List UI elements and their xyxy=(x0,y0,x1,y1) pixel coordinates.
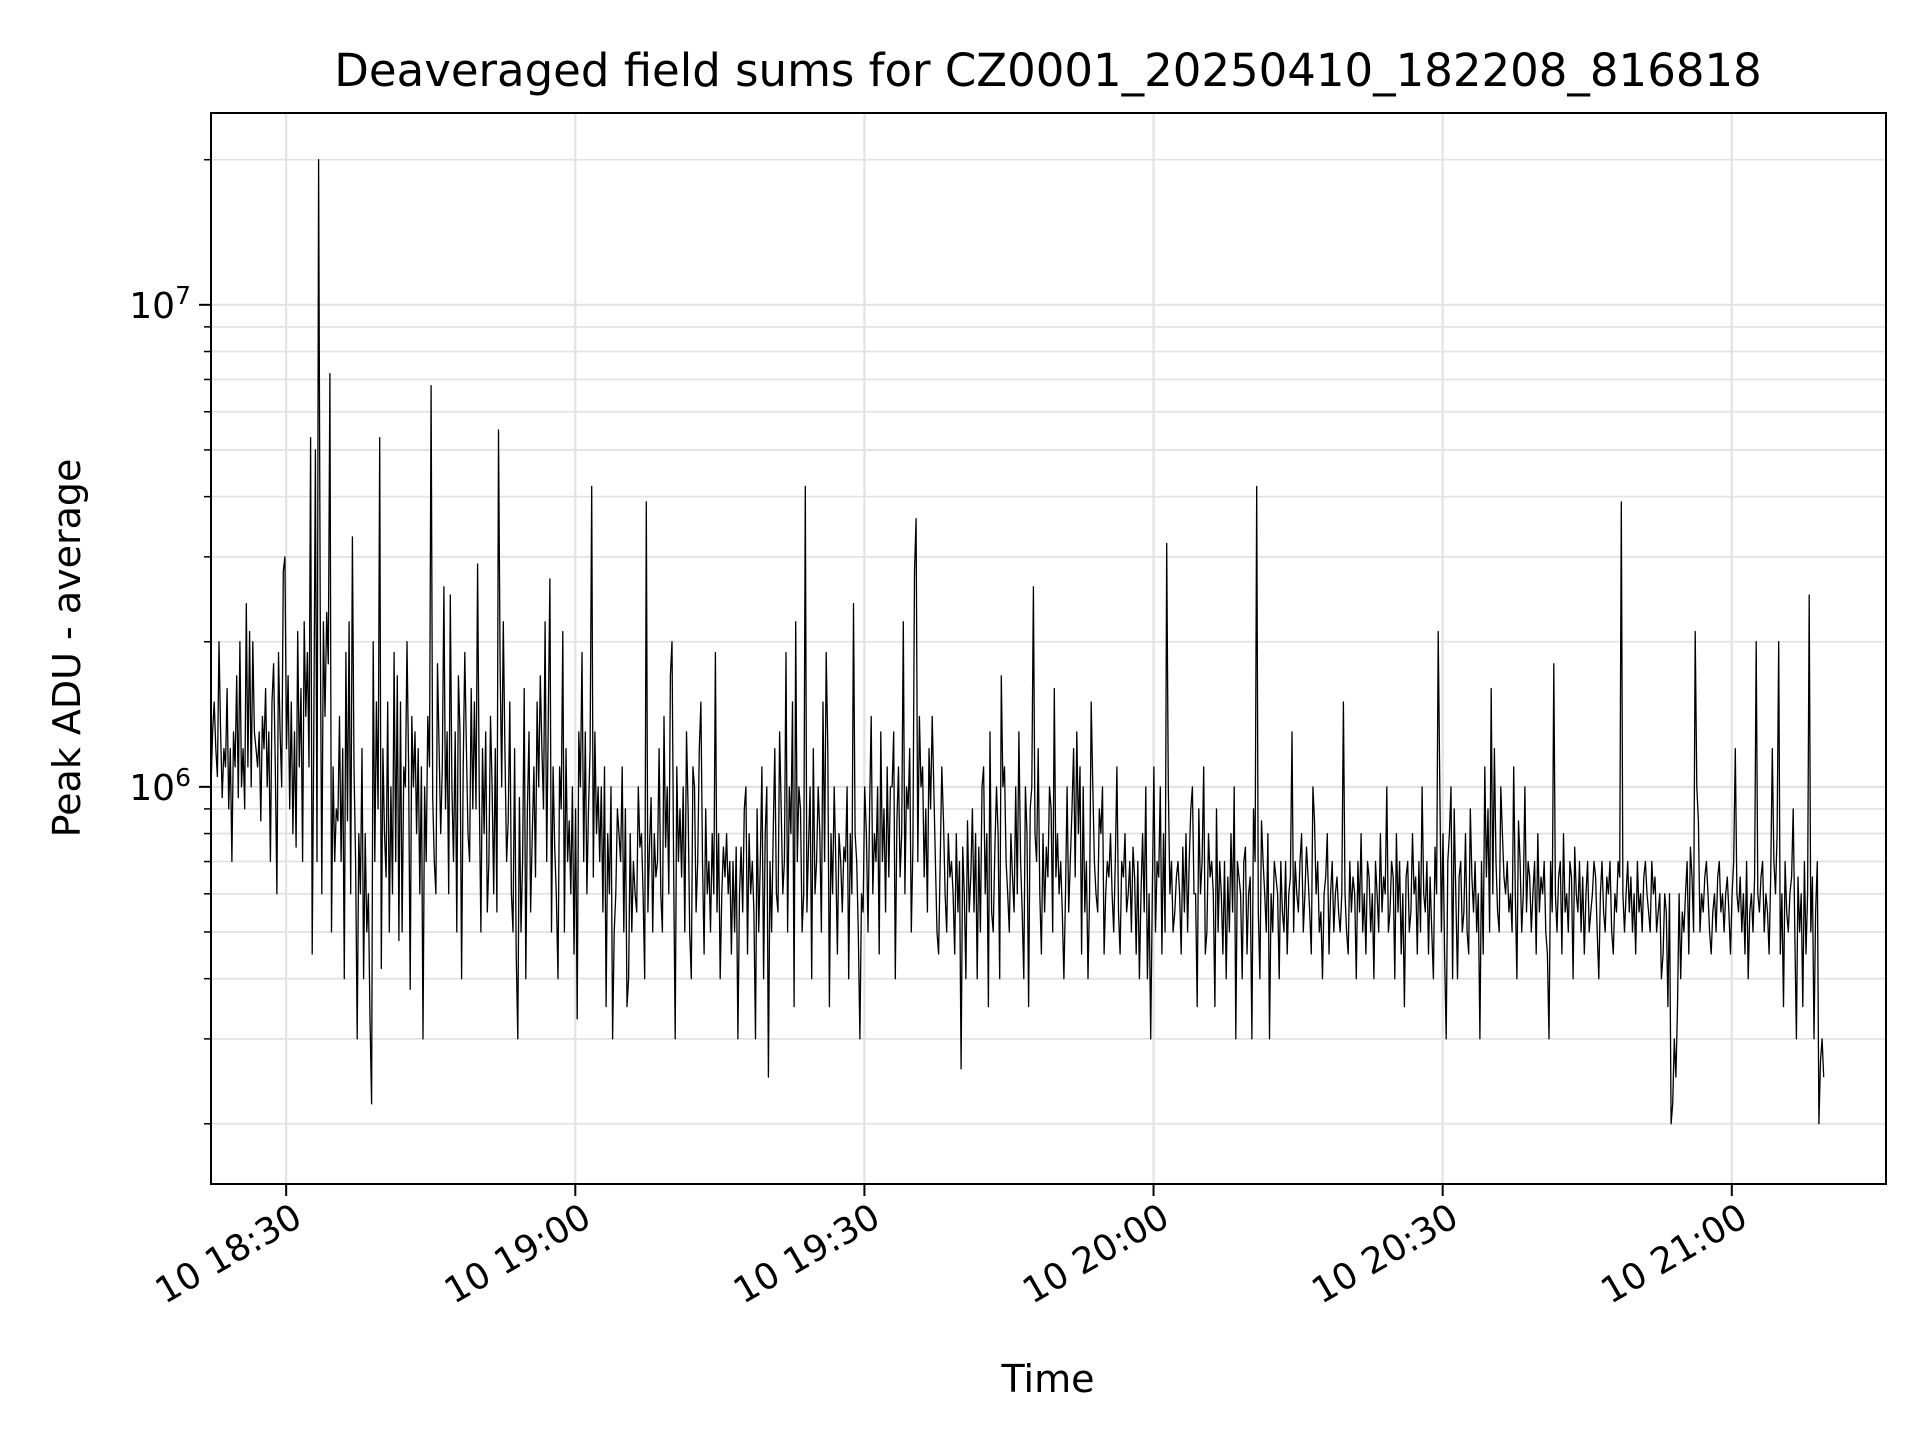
chart-title: Deaveraged field sums for CZ0001_2025041… xyxy=(334,44,1761,97)
x-axis-label: Time xyxy=(1001,1357,1095,1401)
y-axis: 106 107 xyxy=(129,158,211,1125)
series-line xyxy=(210,159,1825,1125)
y-tick-label: 107 xyxy=(129,280,191,327)
y-tick-label: 106 xyxy=(129,762,191,809)
plot-frame xyxy=(210,112,1887,1185)
series-layer xyxy=(210,159,1825,1125)
y-axis-label: Peak ADU - average xyxy=(45,459,89,838)
